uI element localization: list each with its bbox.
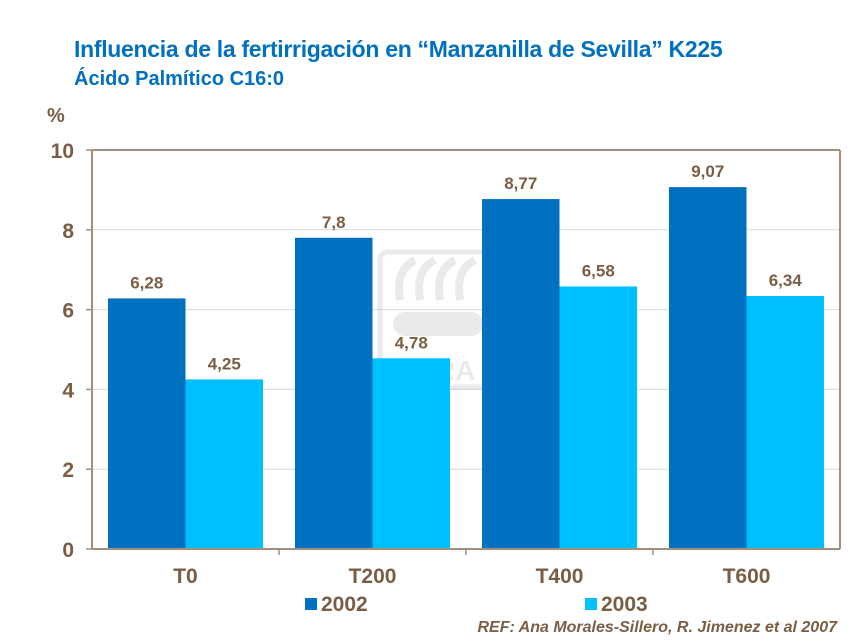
data-label-2003-T0: 4,25 [208,354,241,373]
y-tick-label: 4 [62,379,74,402]
bar-2002-T200 [295,237,373,549]
data-label-2002-T0: 6,28 [130,273,163,292]
bar-2002-T0 [108,298,186,549]
bar-2003-T0 [185,379,263,549]
y-axis-label: % [47,105,65,127]
legend-label-2003: 2003 [601,593,648,616]
data-label-2003-T600: 6,34 [769,271,803,290]
legend-label-2002: 2002 [321,593,368,616]
chart-subtitle: Ácido Palmítico C16:0 [74,68,285,90]
chart-title: Influencia de la fertirrigación en “Manz… [74,36,723,62]
y-tick-label: 8 [62,220,74,243]
bar-2002-T400 [482,199,560,549]
data-label-2002-T400: 8,77 [504,174,537,193]
legend-swatch-2003 [585,598,597,610]
x-tick-label-T400: T400 [536,565,584,588]
data-label-2003-T400: 6,58 [582,261,615,280]
bar-2003-T200 [372,358,450,549]
y-tick-label: 10 [51,140,74,163]
x-tick-label-T0: T0 [173,565,198,588]
bar-2002-T600 [669,187,747,549]
data-label-2003-T200: 4,78 [395,333,428,352]
y-tick-label: 6 [62,300,74,323]
y-tick-label: 0 [62,539,74,562]
x-tick-label-T600: T600 [723,565,771,588]
bar-2003-T400 [559,286,637,549]
data-label-2002-T200: 7,8 [322,213,346,232]
bar-2003-T600 [746,296,824,549]
y-tick-label: 2 [62,459,74,482]
legend-swatch-2002 [305,598,317,610]
x-tick-label-T200: T200 [349,565,397,588]
reference-note: REF: Ana Morales-Sillero, R. Jimenez et … [477,619,837,636]
data-label-2002-T600: 9,07 [691,162,724,181]
